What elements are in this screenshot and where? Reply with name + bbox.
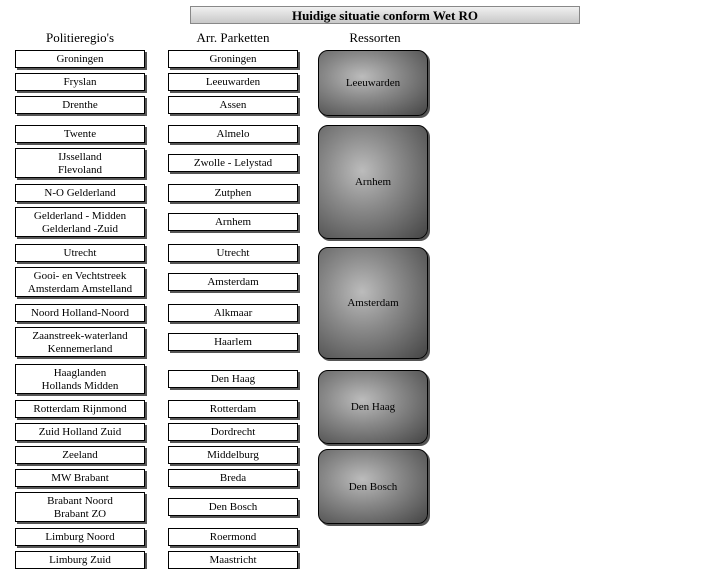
politieregio-cell: Limburg Zuid bbox=[15, 551, 145, 569]
parket-cell: Leeuwarden bbox=[168, 73, 298, 91]
politieregio-cell: Zeeland bbox=[15, 446, 145, 464]
politieregio-cell: Gelderland - MiddenGelderland -Zuid bbox=[15, 207, 145, 237]
ressort-block: Leeuwarden bbox=[318, 50, 428, 116]
parket-cell: Almelo bbox=[168, 125, 298, 143]
politieregio-cell: Groningen bbox=[15, 50, 145, 68]
politieregio-cell: IJssellandFlevoland bbox=[15, 148, 145, 178]
politieregio-cell: Noord Holland-Noord bbox=[15, 304, 145, 322]
parket-cell: Assen bbox=[168, 96, 298, 114]
parket-cell: Groningen bbox=[168, 50, 298, 68]
politieregio-cell: Brabant NoordBrabant ZO bbox=[15, 492, 145, 522]
parket-cell: Alkmaar bbox=[168, 304, 298, 322]
parket-cell: Breda bbox=[168, 469, 298, 487]
ressort-block: Den Haag bbox=[318, 370, 428, 444]
politieregio-cell: Zaanstreek-waterlandKennemerland bbox=[15, 327, 145, 357]
politieregio-cell: Fryslan bbox=[15, 73, 145, 91]
col-header-parketten: Arr. Parketten bbox=[168, 30, 298, 46]
politieregio-cell: MW Brabant bbox=[15, 469, 145, 487]
parket-cell: Dordrecht bbox=[168, 423, 298, 441]
politieregio-cell: N-O Gelderland bbox=[15, 184, 145, 202]
parket-cell: Maastricht bbox=[168, 551, 298, 569]
parket-cell: Zwolle - Lelystad bbox=[168, 154, 298, 172]
parket-cell: Middelburg bbox=[168, 446, 298, 464]
politieregio-cell: Drenthe bbox=[15, 96, 145, 114]
politieregio-cell: Utrecht bbox=[15, 244, 145, 262]
ressort-block: Den Bosch bbox=[318, 449, 428, 524]
parket-cell: Den Bosch bbox=[168, 498, 298, 516]
parket-cell: Den Haag bbox=[168, 370, 298, 388]
politieregio-cell: Zuid Holland Zuid bbox=[15, 423, 145, 441]
page-title: Huidige situatie conform Wet RO bbox=[190, 6, 580, 24]
col-header-ressorten: Ressorten bbox=[310, 30, 440, 46]
ressort-block: Arnhem bbox=[318, 125, 428, 239]
parket-cell: Roermond bbox=[168, 528, 298, 546]
politieregio-cell: HaaglandenHollands Midden bbox=[15, 364, 145, 394]
politieregio-cell: Gooi- en VechtstreekAmsterdam Amstelland bbox=[15, 267, 145, 297]
parket-cell: Haarlem bbox=[168, 333, 298, 351]
politieregio-cell: Limburg Noord bbox=[15, 528, 145, 546]
politieregio-cell: Twente bbox=[15, 125, 145, 143]
parket-cell: Rotterdam bbox=[168, 400, 298, 418]
parket-cell: Zutphen bbox=[168, 184, 298, 202]
parket-cell: Amsterdam bbox=[168, 273, 298, 291]
parket-cell: Utrecht bbox=[168, 244, 298, 262]
politieregio-cell: Rotterdam Rijnmond bbox=[15, 400, 145, 418]
col-header-politieregios: Politieregio's bbox=[15, 30, 145, 46]
ressort-block: Amsterdam bbox=[318, 247, 428, 359]
parket-cell: Arnhem bbox=[168, 213, 298, 231]
